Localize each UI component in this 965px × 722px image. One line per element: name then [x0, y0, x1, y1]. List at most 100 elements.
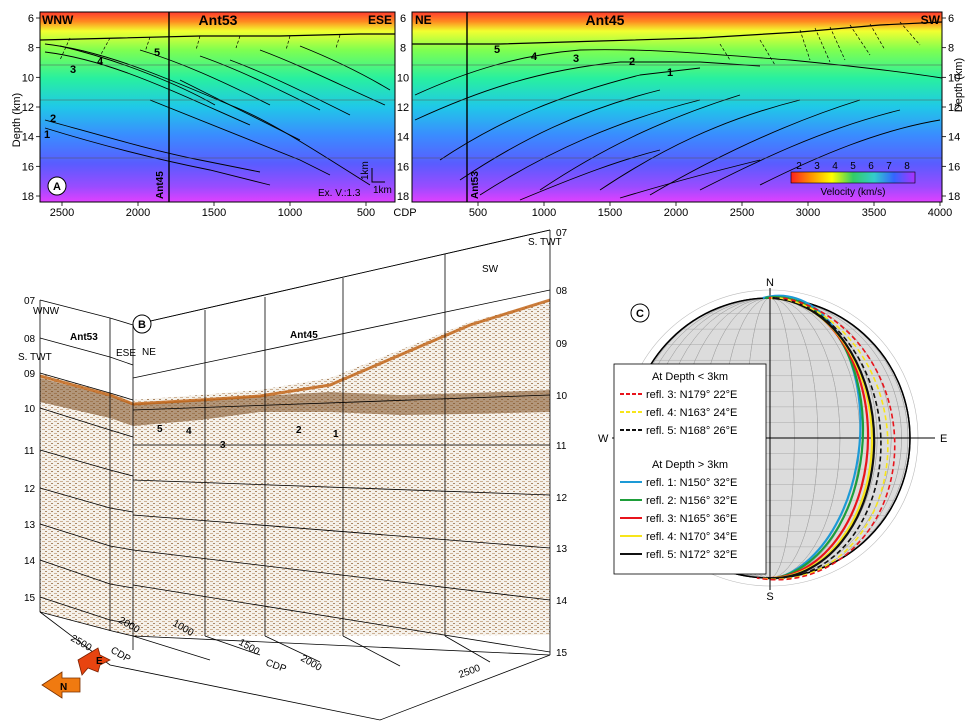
seismic-reflective-band	[40, 378, 550, 426]
ant53-cross-label: Ant45	[155, 171, 166, 199]
ya-mid-tick: 8	[400, 43, 406, 55]
ant45-seafloor	[412, 21, 943, 45]
b-refl-5: 5	[157, 424, 163, 435]
scale-horizontal: 1km	[373, 185, 392, 196]
b-cdp-2500b: 2500	[457, 663, 482, 681]
b-left-tick: 14	[24, 556, 36, 567]
stereo-legend	[613, 363, 767, 575]
legend-item: refl. 5: N168° 26°E	[646, 425, 737, 437]
cdp-ant45-tick: 1500	[598, 207, 622, 219]
b-right-tick: 07	[556, 228, 568, 239]
depth-axis-title-right: Depth (km)	[953, 58, 965, 112]
cdp-ant53-tick: 2000	[126, 207, 150, 219]
ant45-title: Ant45	[586, 12, 625, 28]
dir-ne: NE	[142, 347, 156, 358]
ya-right-tick: 18	[948, 191, 960, 203]
stereo-n: N	[766, 277, 774, 289]
compass-n: N	[60, 682, 67, 693]
cdp-ant45-tick: 500	[469, 207, 487, 219]
depth-axis-mid: 6 8 10 12 14 16 18	[397, 13, 409, 203]
colorbar-tick: 7	[886, 161, 892, 172]
ya-mid-tick: 16	[397, 161, 409, 173]
velocity-colorbar: 2 3 4 5 6 7 8 Velocity (km/s)	[790, 161, 916, 198]
ant53-dir-left: WNW	[42, 13, 74, 27]
ant53-refl-5: 5	[154, 47, 160, 59]
cdp-ant53-tick: 1000	[278, 207, 302, 219]
cdp-ant53-tick: 500	[357, 207, 375, 219]
panel-b-label: B	[138, 319, 146, 331]
b-cdp-1500: 1500	[237, 637, 262, 658]
depth-axis-right: 6 8 10 12 14 16 18	[942, 13, 960, 203]
colorbar-tick: 6	[868, 161, 874, 172]
legend-group1-title: At Depth < 3km	[652, 371, 728, 383]
ant45-refl-3: 3	[573, 53, 579, 65]
stwt-axis-left: 07 08 09 10 11 12 13 14 15	[24, 296, 36, 604]
legend-group2-title: At Depth > 3km	[652, 459, 728, 471]
b-right-tick: 11	[556, 441, 567, 452]
b-refl-1: 1	[333, 429, 339, 440]
stwt-axis-right: 07 08 09 10 11 12 13 14 15	[556, 228, 568, 659]
ant45-cross-label: Ant53	[470, 171, 481, 199]
line-ant45: Ant45	[290, 330, 318, 341]
cdp-ant53-tick: 1500	[202, 207, 226, 219]
cdp-ant53-tick: 2500	[50, 207, 74, 219]
b-refl-4: 4	[186, 426, 192, 437]
stereo-arc	[765, 296, 865, 580]
ya-left-tick: 10	[22, 72, 34, 84]
cdp-ant45-tick: 4000	[928, 207, 952, 219]
ant45-refl-1: 1	[667, 67, 673, 79]
b-right-tick: 09	[556, 339, 568, 350]
exaggeration-label: Ex. V.:1.3	[318, 188, 361, 199]
stwt-right: S. TWT	[528, 237, 562, 248]
b-cdp-2500: 2500	[69, 633, 94, 654]
colorbar-tick: 2	[796, 161, 802, 172]
b-left-tick: 12	[24, 484, 36, 495]
b-left-tick: 11	[24, 446, 35, 457]
ant45-shallow-faults	[719, 21, 921, 66]
cdp-ant45-tick: 1000	[532, 207, 556, 219]
ya-left-tick: 14	[22, 132, 34, 144]
legend-item: refl. 1: N150° 32°E	[646, 477, 737, 489]
ya-right-tick: 6	[948, 13, 954, 25]
ant53-velocity-section	[40, 12, 395, 202]
ant45-dir-left: NE	[415, 13, 432, 27]
dir-ese: ESE	[116, 348, 136, 359]
stereo-arc	[767, 296, 876, 580]
scale-bar	[371, 168, 385, 183]
stereo-arc	[763, 297, 882, 580]
b-refl-3: 3	[220, 440, 226, 451]
ya-left-tick: 6	[28, 13, 34, 25]
panel-b-frame	[39, 229, 551, 721]
b-left-tick: 08	[24, 334, 36, 345]
b-cdp-label: CDP	[109, 645, 133, 665]
b-right-tick: 15	[556, 648, 568, 659]
colorbar-tick: 8	[904, 161, 910, 172]
b-left-tick: 07	[24, 296, 36, 307]
dir-wnw: WNW	[33, 306, 60, 317]
colorbar-tick: 5	[850, 161, 856, 172]
b-right-tick: 08	[556, 286, 568, 297]
ant45-refl-2: 2	[629, 56, 635, 68]
cdp-axis-title: CDP	[393, 207, 416, 219]
ya-right-tick: 8	[948, 43, 954, 55]
legend-item: refl. 4: N170° 34°E	[646, 531, 737, 543]
line-ant53: Ant53	[70, 332, 98, 343]
ant53-refl-3: 3	[70, 64, 76, 76]
ant53-shallow-faults	[59, 34, 341, 61]
b-right-tick: 14	[556, 596, 568, 607]
ya-right-tick: 12	[948, 102, 960, 114]
scale-vertical: 1km	[360, 161, 371, 180]
legend-item: refl. 2: N156° 32°E	[646, 495, 737, 507]
ya-mid-tick: 12	[397, 102, 409, 114]
ya-right-tick: 14	[948, 132, 960, 144]
ant53-refl-2: 2	[50, 113, 56, 125]
b-right-tick: 13	[556, 544, 568, 555]
ya-left-tick: 16	[22, 161, 34, 173]
dir-sw: SW	[482, 264, 499, 275]
cdp-axis-ant45: 500 1000 1500 2000 2500 3000 3500 4000	[469, 202, 952, 219]
panel-c-label: C	[636, 308, 644, 320]
b-left-tick: 09	[24, 369, 36, 380]
ant53-dir-right: ESE	[368, 13, 392, 27]
ant53-refl-1: 1	[44, 129, 50, 141]
